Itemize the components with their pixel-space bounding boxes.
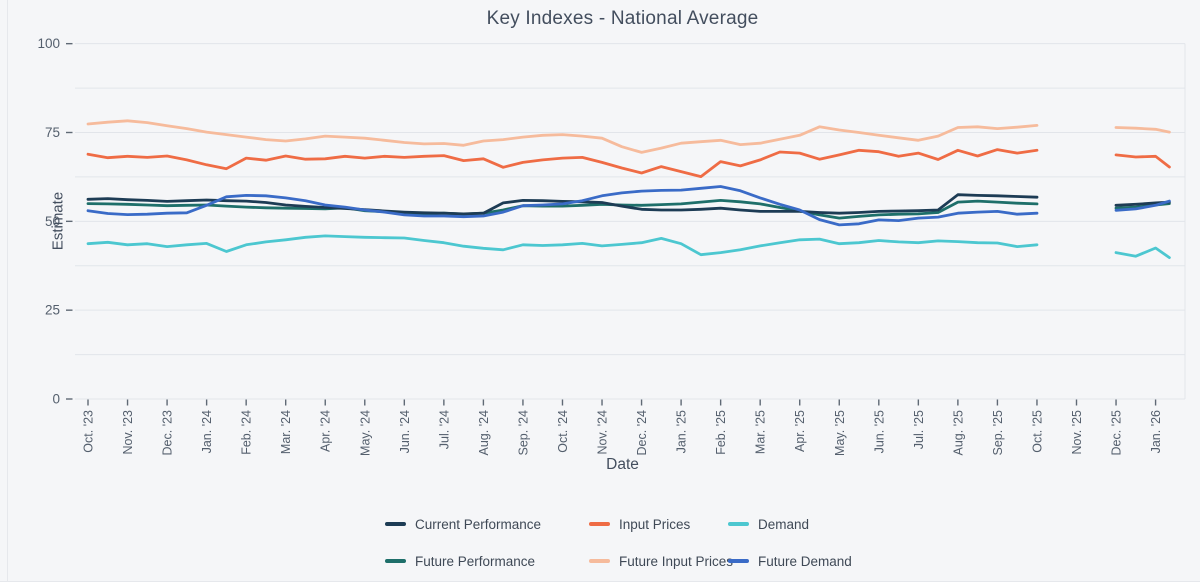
series-line-input-prices	[86, 148, 1039, 178]
x-tick-label: Jul. '25	[912, 410, 926, 449]
x-tick-label: Jun. '25	[872, 410, 886, 453]
x-tick-label: Nov. '24	[596, 410, 610, 455]
series-line-future-input-prices	[86, 119, 1039, 154]
y-tick-label: 100	[37, 36, 60, 51]
legend-swatch-future-input-prices	[589, 559, 610, 563]
x-tick-label: Jun. '24	[398, 410, 412, 453]
legend-swatch-future-demand	[728, 559, 749, 563]
x-tick-label: Dec. '23	[161, 410, 175, 456]
legend-item-demand[interactable]: Demand	[728, 516, 809, 532]
legend-label: Future Demand	[758, 553, 852, 569]
x-tick-label: May. '24	[358, 410, 372, 456]
x-tick-label: Mar. '25	[754, 410, 768, 454]
legend-swatch-input-prices	[589, 522, 610, 526]
x-tick-label: Dec. '25	[1110, 410, 1124, 456]
x-tick-label: Nov. '25	[1070, 410, 1084, 455]
x-tick-label: Aug. '25	[951, 410, 965, 456]
x-axis-title: Date	[606, 456, 639, 473]
legend-label: Input Prices	[619, 516, 691, 532]
x-tick-label: Jul. '24	[437, 410, 451, 449]
legend-item-current-performance[interactable]: Current Performance	[385, 516, 541, 532]
legend-item-future-input-prices[interactable]: Future Input Prices	[589, 553, 733, 569]
y-tick-label: 25	[45, 303, 60, 318]
x-tick-label: Oct. '23	[82, 410, 96, 453]
x-tick-label: Sep. '25	[991, 410, 1005, 456]
x-tick-label: Oct. '24	[556, 410, 570, 453]
x-tick-label: Sep. '24	[516, 410, 530, 456]
series-tail-future-demand	[1114, 199, 1171, 212]
x-tick-label: Apr. '25	[793, 410, 807, 452]
y-tick-label: 75	[45, 125, 60, 140]
series-line-current-performance	[86, 193, 1039, 216]
legend-swatch-future-performance	[385, 559, 406, 563]
x-tick-label: May. '25	[833, 410, 847, 456]
legend-swatch-current-performance	[385, 522, 406, 526]
legend-item-input-prices[interactable]: Input Prices	[589, 516, 690, 532]
series-tail-demand	[1114, 246, 1171, 259]
y-axis-title: Estimate	[49, 191, 67, 251]
x-tick-label: Nov. '23	[121, 410, 135, 455]
x-tick-label: Jan. '24	[200, 410, 214, 453]
legend-label: Demand	[758, 516, 810, 532]
legend-item-future-demand[interactable]: Future Demand	[728, 553, 852, 569]
x-tick-label: Jan. '26	[1149, 410, 1163, 453]
legend-label: Future Input Prices	[619, 553, 734, 569]
x-tick-label: Apr. '24	[319, 410, 333, 452]
series-line-future-demand	[86, 185, 1039, 227]
legend-label: Current Performance	[415, 516, 542, 532]
x-tick-label: Aug. '24	[477, 410, 491, 456]
legend-swatch-demand	[728, 522, 749, 526]
x-tick-label: Mar. '24	[279, 410, 293, 454]
series-line-future-performance	[86, 199, 1039, 220]
x-tick-label: Feb. '24	[240, 410, 254, 455]
series-line-demand	[86, 234, 1039, 257]
x-tick-label: Jan. '25	[675, 410, 689, 453]
y-tick-label: 50	[45, 214, 60, 229]
chart-title: Key Indexes - National Average	[486, 8, 759, 29]
y-tick-label: 0	[52, 392, 60, 407]
card-left-border	[7, 0, 8, 582]
x-tick-label: Oct. '25	[1030, 410, 1044, 453]
legend-item-future-performance[interactable]: Future Performance	[385, 553, 535, 569]
series-tail-future-input-prices	[1114, 126, 1171, 134]
x-tick-label: Feb. '25	[714, 410, 728, 455]
line-chart-plot-area: 0 25 50 75 100 Oct. '23 Nov. '23 Dec. '23 Jan. '…	[37, 36, 1186, 456]
x-tick-label: Dec. '24	[635, 410, 649, 456]
legend-label: Future Performance	[415, 553, 536, 569]
series-tail-input-prices	[1114, 153, 1171, 169]
